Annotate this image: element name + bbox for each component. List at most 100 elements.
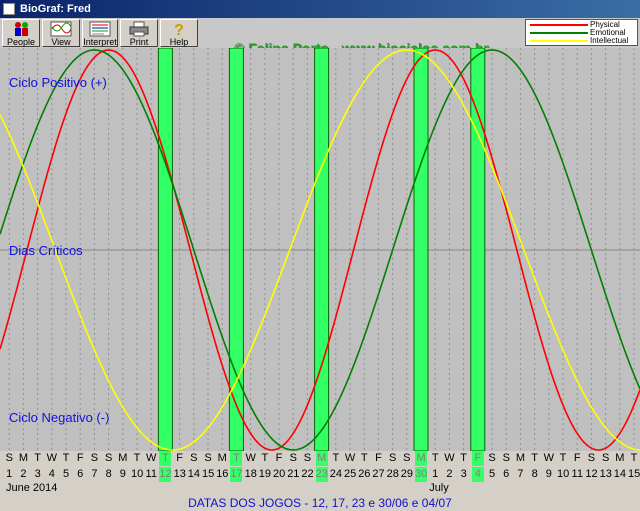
day-number: 15 — [202, 468, 215, 480]
highlight-bar — [413, 48, 429, 451]
weekday-label: F — [275, 452, 283, 464]
day-number: 16 — [216, 468, 229, 480]
legend-swatch-intellectual — [530, 40, 588, 42]
day-number: 1 — [6, 468, 13, 480]
day-number: 12 — [585, 468, 598, 480]
weekday-label: S — [587, 452, 596, 464]
interpret-icon — [89, 21, 111, 37]
people-button-label: People — [6, 37, 36, 47]
day-number: 4 — [471, 467, 484, 482]
weekday-label: T — [531, 452, 538, 464]
curves — [0, 49, 640, 451]
day-number: 1 — [432, 468, 439, 480]
weekday-label: M — [18, 452, 29, 464]
weekday-label: F — [573, 452, 581, 464]
day-number: 26 — [358, 468, 371, 480]
weekday-label: S — [104, 452, 113, 464]
day-number: 23 — [315, 467, 328, 482]
day-number: 30 — [415, 467, 428, 482]
highlight-bar — [228, 48, 244, 451]
people-icon — [15, 22, 28, 36]
weekday-label: T — [559, 452, 567, 464]
weekday-label: M — [415, 451, 428, 466]
app-icon — [3, 3, 15, 15]
legend-item-physical: Physical — [526, 20, 636, 29]
day-number: 6 — [77, 468, 84, 480]
legend-swatch-emotional — [530, 32, 588, 34]
weekday-label: F — [471, 451, 484, 466]
weekday-label: S — [190, 452, 198, 464]
weekday-label: W — [444, 452, 455, 464]
series-emotional — [0, 49, 640, 451]
day-number: 7 — [91, 468, 98, 480]
day-number: 10 — [557, 468, 570, 480]
label-positive-cycle: Ciclo Positivo (+) — [9, 75, 107, 90]
weekday-label: S — [5, 452, 13, 464]
day-number: 3 — [34, 468, 41, 480]
view-button-label: View — [51, 37, 71, 47]
weekday-label: M — [118, 452, 128, 464]
day-number: 5 — [488, 468, 496, 480]
weekday-label: S — [502, 452, 510, 464]
legend-item-intellectual: Intellectual — [526, 36, 636, 45]
day-number: 25 — [344, 468, 357, 480]
people-button[interactable]: People — [2, 19, 40, 47]
weekday-label: S — [303, 452, 312, 464]
day-number: 14 — [613, 468, 627, 480]
weekday-label: S — [601, 452, 610, 464]
footer-text: DATAS DOS JOGOS - 12, 17, 23 e 30/06 e 0… — [188, 496, 452, 510]
date-axis: S 1 M 2 T 3 W 4 T 5 F 6 S 7 S 8 M 9 T 10 W 11 T 12 F 13 S 14 S 15 M 16 T… — [0, 451, 640, 497]
print-button[interactable]: Print — [120, 19, 158, 47]
day-number: 9 — [545, 468, 552, 480]
day-number: 2 — [20, 468, 27, 480]
highlight-bar — [157, 48, 173, 451]
weekday-label: T — [230, 451, 243, 466]
day-number: 14 — [187, 468, 201, 480]
help-button[interactable]: ? Help — [160, 19, 198, 47]
legend-label-physical: Physical — [590, 20, 620, 29]
print-button-label: Print — [129, 37, 149, 47]
view-button[interactable]: View — [42, 19, 80, 47]
day-number: 11 — [145, 468, 157, 480]
day-number: 20 — [273, 468, 286, 480]
weekday-label: S — [289, 452, 297, 464]
label-negative-cycle: Ciclo Negativo (-) — [9, 410, 110, 425]
weekday-label: T — [431, 452, 439, 464]
day-number: 28 — [386, 468, 399, 480]
day-number: 22 — [301, 468, 314, 480]
highlight-bar — [314, 48, 330, 451]
weekday-label: W — [146, 452, 157, 464]
month-label-july: July — [429, 482, 449, 494]
weekday-label: M — [217, 452, 227, 464]
day-number: 7 — [517, 468, 524, 480]
day-number: 11 — [571, 468, 583, 480]
weekday-label: T — [133, 452, 141, 464]
weekday-label: S — [403, 452, 411, 464]
day-number: 17 — [230, 467, 243, 482]
weekday-label: F — [76, 452, 84, 464]
day-number: 9 — [119, 468, 126, 480]
legend-label-emotional: Emotional — [590, 28, 626, 37]
interpret-button-label: Interpret — [83, 37, 117, 47]
day-number: 29 — [400, 468, 414, 480]
day-number: 19 — [258, 468, 272, 480]
game-day-highlights — [157, 48, 486, 451]
weekday-label: T — [261, 452, 269, 464]
title-bar: BioGraf: Fred — [0, 0, 640, 18]
weekday-label: M — [315, 451, 328, 466]
weekday-label: W — [46, 452, 58, 464]
day-number: 2 — [446, 468, 453, 480]
biorhythm-chart — [0, 48, 640, 451]
weekday-label: T — [34, 452, 41, 464]
day-number: 10 — [131, 468, 144, 480]
weekday-label: T — [460, 452, 467, 464]
weekday-label: W — [543, 452, 555, 464]
day-number: 4 — [48, 468, 55, 480]
day-number: 15 — [628, 468, 640, 480]
weekday-label: T — [62, 452, 70, 464]
day-number: 18 — [244, 468, 257, 480]
legend-item-emotional: Emotional — [526, 28, 636, 37]
interpret-button[interactable]: Interpret — [82, 19, 118, 47]
day-number: 6 — [503, 468, 510, 480]
weekday-label: W — [344, 452, 356, 464]
